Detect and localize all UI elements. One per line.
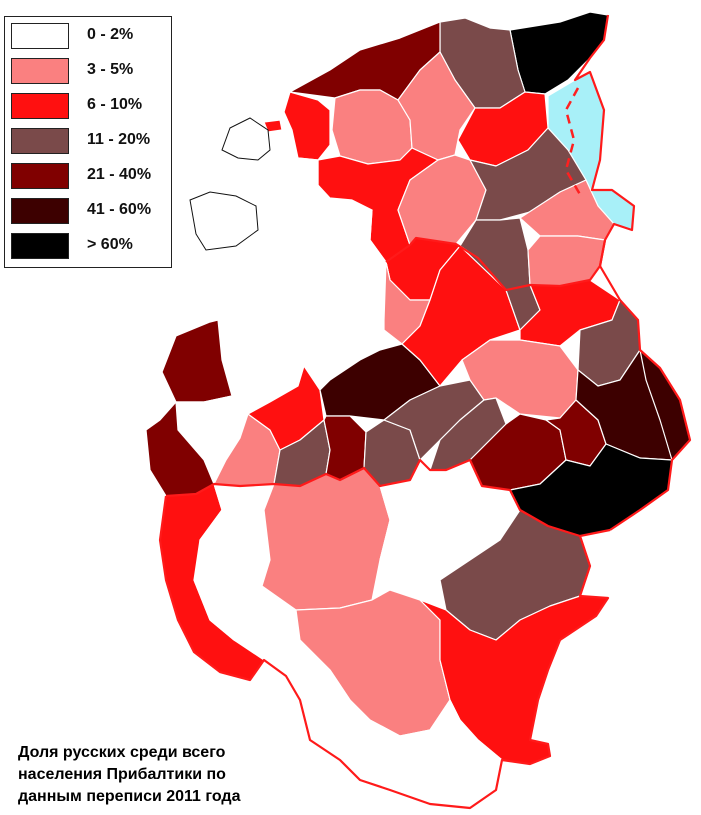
legend-label: 3 - 5% <box>87 61 134 78</box>
legend-swatch <box>11 198 69 224</box>
border-russia-east <box>573 14 692 531</box>
map-borders <box>158 14 692 810</box>
caption-line-1: Доля русских среди всего <box>18 744 226 761</box>
legend-item: 21 - 40% <box>11 163 167 191</box>
legend-item: 11 - 20% <box>11 128 167 156</box>
region-siauliai <box>261 467 391 611</box>
legend-label: 11 - 20% <box>87 131 151 148</box>
caption: Доля русских среди всего населения Приба… <box>18 742 318 808</box>
island-outline-2 <box>189 191 259 251</box>
legend-item: 41 - 60% <box>11 198 167 226</box>
region-riga-bay <box>285 209 391 381</box>
legend-swatch <box>11 128 69 154</box>
legend-label: 41 - 60% <box>87 201 152 218</box>
latvia-regions <box>145 209 691 537</box>
legend-item: > 60% <box>11 233 167 261</box>
legend-label: 21 - 40% <box>87 166 152 183</box>
region-liepaja <box>145 401 215 497</box>
legend-swatch <box>11 58 69 84</box>
legend-item: 3 - 5% <box>11 58 167 86</box>
legend-label: 0 - 2% <box>87 26 134 43</box>
legend-label: > 60% <box>87 236 133 253</box>
legend: 0 - 2% 3 - 5% 6 - 10% 11 - 20% 21 - 40% 41 - … <box>4 16 172 268</box>
region-jurmala <box>247 365 325 451</box>
border-latvia-lithuania <box>165 458 581 538</box>
region-hiiumaa <box>209 117 271 169</box>
caption-line-2: населения Прибалтики по <box>18 766 226 783</box>
estonia-regions <box>179 11 635 301</box>
legend-label: 6 - 10% <box>87 96 143 113</box>
legend-swatch <box>11 23 69 49</box>
region-harju-west <box>283 91 331 161</box>
legend-swatch <box>11 93 69 119</box>
region-saaremaa <box>179 157 319 271</box>
border-lake-dashed <box>564 87 584 199</box>
region-islet <box>263 119 283 133</box>
border-lithuania-outer <box>158 495 611 810</box>
region-voru <box>527 235 606 287</box>
border-estonia-latvia <box>385 236 607 292</box>
lithuania-regions <box>159 459 609 809</box>
legend-swatch <box>11 233 69 259</box>
legend-item: 6 - 10% <box>11 93 167 121</box>
caption-line-3: данным переписи 2011 года <box>18 788 241 805</box>
legend-item: 0 - 2% <box>11 23 167 51</box>
island-outline-1 <box>221 117 271 161</box>
legend-swatch <box>11 163 69 189</box>
